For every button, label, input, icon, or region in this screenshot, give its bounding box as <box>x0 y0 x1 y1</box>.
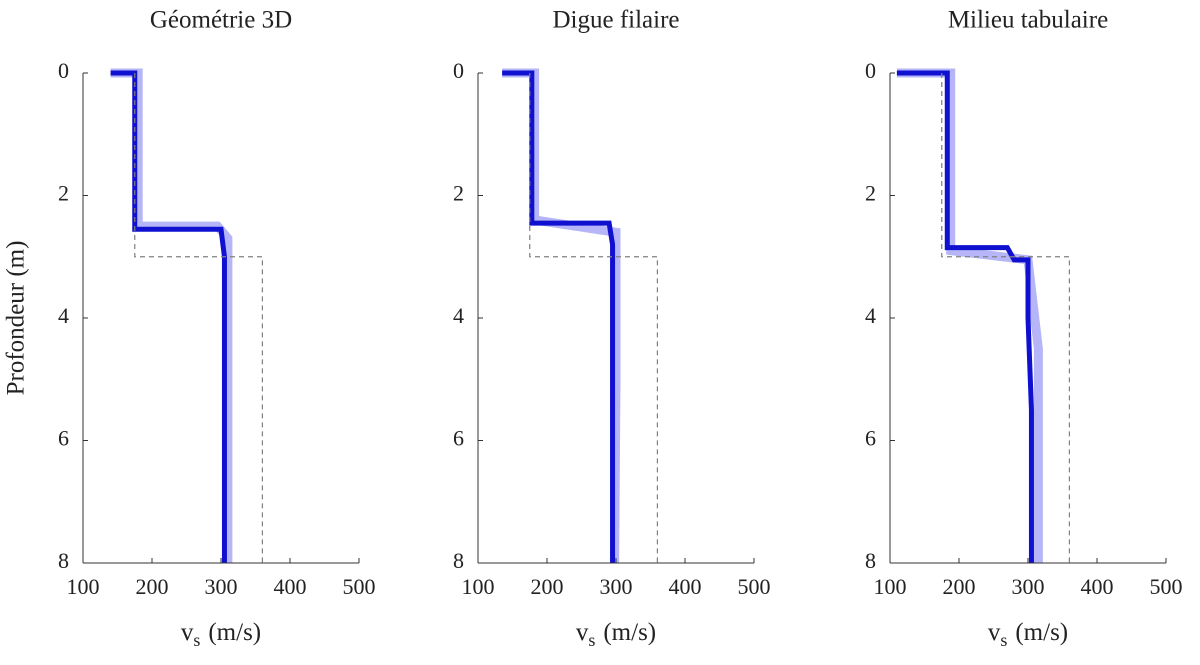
y-axis-label: Profondeur (m) <box>3 241 30 396</box>
y-tick-label: 0 <box>453 58 464 83</box>
y-tick-label: 8 <box>865 548 876 573</box>
x-label-subscript: s <box>588 630 595 650</box>
y-tick-label: 2 <box>453 181 464 206</box>
x-tick-label: 300 <box>205 574 238 599</box>
y-tick-label: 0 <box>58 58 69 83</box>
x-tick-label: 400 <box>274 574 307 599</box>
y-tick-label: 6 <box>865 426 876 451</box>
y-tick-label: 0 <box>865 58 876 83</box>
profile-line <box>941 73 1070 563</box>
chart-title: Géométrie 3D <box>150 7 292 34</box>
x-tick-label: 300 <box>1012 574 1045 599</box>
x-label-symbol: v <box>576 619 589 646</box>
profile-line <box>896 68 1043 563</box>
y-tick-label: 6 <box>453 426 464 451</box>
profile-line <box>110 68 233 563</box>
profile-line <box>529 73 658 563</box>
x-tick-label: 200 <box>943 574 976 599</box>
chart-title: Digue filaire <box>552 7 679 34</box>
profile-line <box>502 68 621 564</box>
x-tick-label: 500 <box>1150 574 1183 599</box>
x-tick-label: 500 <box>738 574 771 599</box>
y-tick-label: 4 <box>58 303 69 328</box>
profile-line <box>502 70 616 563</box>
y-tick-label: 2 <box>865 181 876 206</box>
x-label-symbol: v <box>181 619 194 646</box>
x-label-unit: (m/s) <box>603 619 656 646</box>
y-tick-label: 8 <box>58 548 69 573</box>
x-axis-label: vs (m/s) <box>576 619 656 650</box>
x-label-subscript: s <box>193 630 200 650</box>
x-tick-label: 300 <box>600 574 633 599</box>
profile-line <box>896 70 1034 563</box>
profile-line <box>134 73 263 563</box>
x-axis-label: vs (m/s) <box>988 619 1068 650</box>
x-tick-label: 100 <box>874 574 907 599</box>
x-tick-label: 200 <box>136 574 169 599</box>
chart-title: Milieu tabulaire <box>948 7 1108 34</box>
x-axis-label: vs (m/s) <box>181 619 261 650</box>
profile-line <box>110 70 227 563</box>
y-tick-label: 4 <box>865 303 876 328</box>
x-tick-label: 200 <box>531 574 564 599</box>
x-tick-label: 100 <box>462 574 495 599</box>
x-label-symbol: v <box>988 619 1001 646</box>
x-tick-label: 500 <box>343 574 376 599</box>
x-tick-label: 400 <box>1081 574 1114 599</box>
x-label-unit: (m/s) <box>208 619 261 646</box>
x-tick-label: 100 <box>67 574 100 599</box>
x-tick-label: 400 <box>669 574 702 599</box>
x-label-subscript: s <box>1000 630 1007 650</box>
x-label-unit: (m/s) <box>1015 619 1068 646</box>
y-tick-label: 4 <box>453 303 464 328</box>
y-tick-label: 8 <box>453 548 464 573</box>
y-tick-label: 2 <box>58 181 69 206</box>
y-tick-label: 6 <box>58 426 69 451</box>
